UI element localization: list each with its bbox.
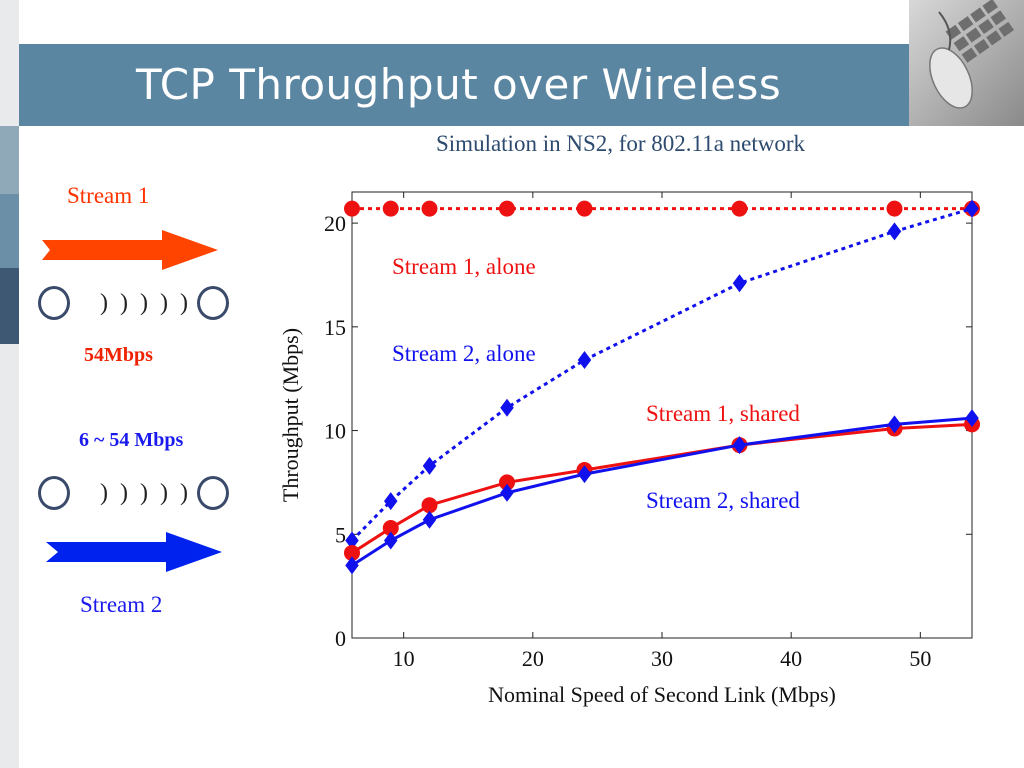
data-point-diamond	[732, 274, 747, 293]
series-label: Stream 1, alone	[392, 254, 536, 279]
keyboard-mouse-photo	[909, 0, 1024, 126]
data-point-diamond	[965, 199, 979, 218]
data-point-diamond	[345, 556, 359, 575]
series-label: Stream 2, shared	[646, 488, 800, 513]
data-point-circle	[731, 200, 748, 217]
stream1-label: Stream 1	[67, 183, 150, 208]
data-point-diamond	[422, 510, 437, 529]
y-tick-label: 5	[335, 522, 346, 547]
data-point-circle	[344, 200, 360, 217]
node-circle	[197, 286, 229, 320]
data-point-diamond	[965, 409, 979, 428]
data-point-diamond	[384, 492, 398, 511]
series-label: Stream 1, shared	[646, 401, 800, 426]
left-rail	[0, 0, 19, 768]
node-circle	[38, 476, 70, 510]
data-point-circle	[499, 474, 515, 491]
x-tick-label: 10	[393, 646, 415, 671]
x-axis-label: Nominal Speed of Second Link (Mbps)	[488, 682, 836, 707]
rail-segment	[0, 126, 19, 194]
y-tick-label: 20	[324, 211, 346, 236]
stream2-label: Stream 2	[80, 592, 163, 617]
node-circle	[197, 476, 229, 510]
wireless-waves-icon: ) ) ) ) )	[100, 480, 191, 506]
slide-subtitle: Simulation in NS2, for 802.11a network	[436, 131, 806, 156]
data-point-diamond	[345, 531, 359, 550]
series-line-4	[351, 416, 973, 567]
data-point-circle	[576, 200, 593, 217]
data-point-diamond	[384, 531, 398, 550]
data-point-circle	[344, 544, 360, 561]
data-point-diamond	[577, 465, 592, 484]
data-point-diamond	[577, 351, 592, 370]
data-point-circle	[421, 497, 438, 514]
data-point-circle	[421, 200, 438, 217]
y-tick-label: 0	[335, 626, 346, 651]
data-point-circle	[886, 200, 903, 217]
link2-rate-label: 6 ~ 54 Mbps	[79, 429, 184, 451]
stream1-arrow	[42, 230, 218, 270]
x-tick-label: 30	[651, 646, 673, 671]
data-point-diamond	[422, 456, 437, 475]
data-point-diamond	[732, 436, 747, 455]
x-tick-label: 50	[909, 646, 931, 671]
stream2-arrow	[46, 532, 222, 572]
data-point-circle	[499, 200, 515, 217]
data-point-circle	[382, 200, 399, 217]
node-circle	[38, 286, 70, 320]
series-line-2	[350, 207, 973, 542]
wireless-waves-icon: ) ) ) ) )	[100, 290, 191, 316]
link1-rate-label: 54Mbps	[84, 344, 153, 366]
series-label: Stream 2, alone	[392, 341, 536, 366]
rail-segment	[0, 194, 19, 268]
slide-title: TCP Throughput over Wireless	[136, 60, 782, 109]
y-tick-label: 15	[324, 315, 346, 340]
x-tick-label: 20	[522, 646, 544, 671]
x-tick-label: 40	[780, 646, 802, 671]
data-point-diamond	[500, 483, 514, 502]
data-point-circle	[382, 520, 399, 537]
data-point-diamond	[500, 398, 514, 417]
rail-segment	[0, 268, 19, 344]
data-point-diamond	[887, 415, 902, 434]
header-bar	[19, 44, 909, 126]
y-axis-label: Throughput (Mbps)	[278, 328, 303, 502]
data-point-diamond	[887, 222, 902, 241]
y-tick-label: 10	[324, 419, 346, 444]
